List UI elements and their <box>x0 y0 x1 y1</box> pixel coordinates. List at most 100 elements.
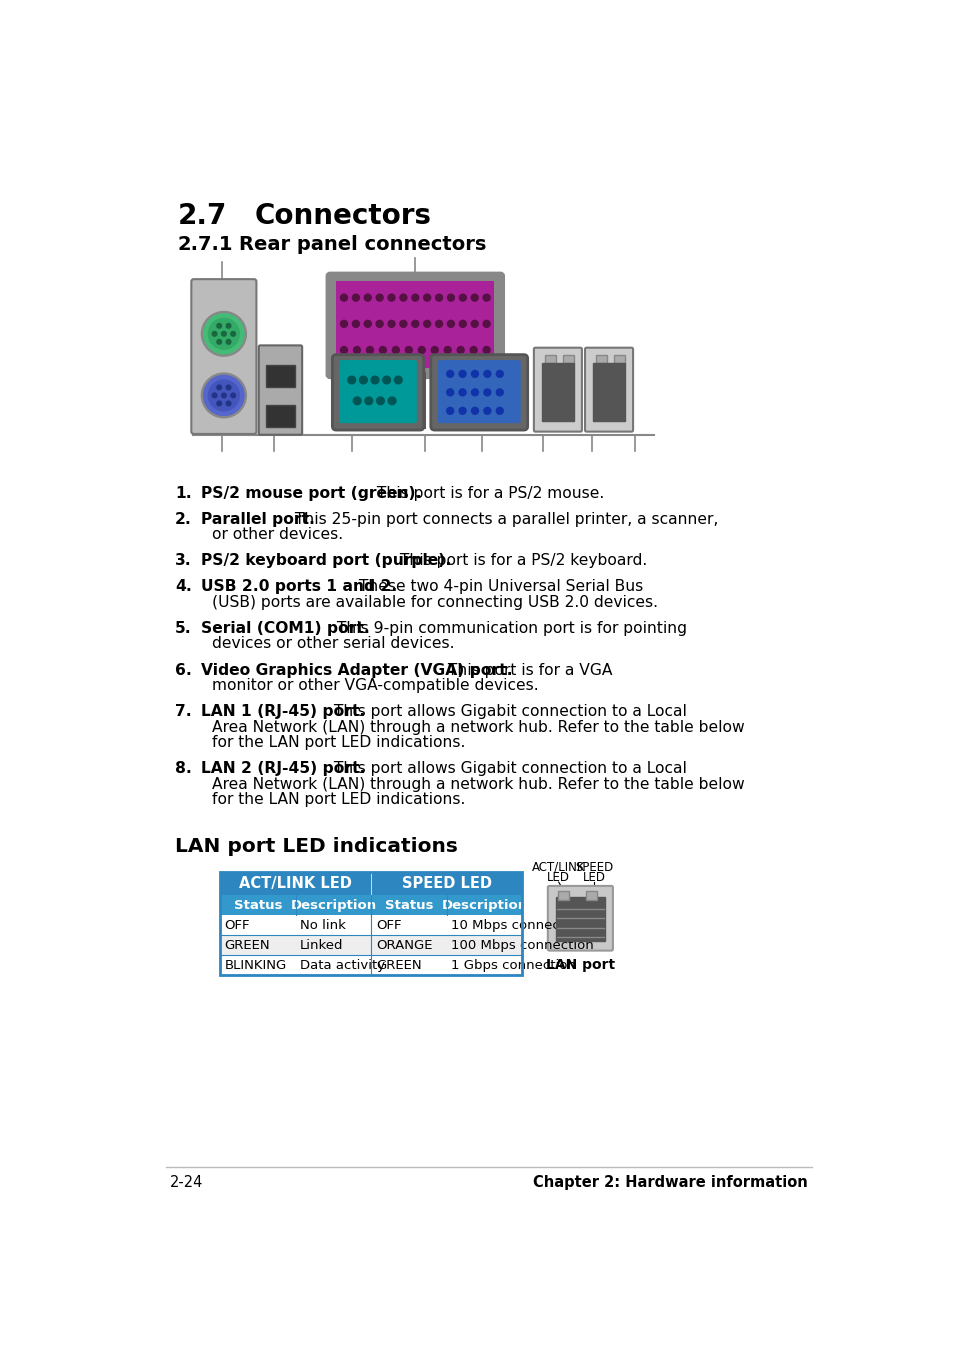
Circle shape <box>423 320 430 327</box>
Bar <box>614 355 624 363</box>
Circle shape <box>365 397 373 405</box>
Text: Linked: Linked <box>300 939 343 951</box>
Text: Rear panel connectors: Rear panel connectors <box>239 235 486 254</box>
Circle shape <box>471 320 477 327</box>
Circle shape <box>366 347 373 354</box>
Bar <box>266 365 294 386</box>
Text: for the LAN port LED indications.: for the LAN port LED indications. <box>212 735 465 750</box>
Circle shape <box>496 370 503 377</box>
Text: Area Network (LAN) through a network hub. Refer to the table below: Area Network (LAN) through a network hub… <box>212 777 744 792</box>
Text: Status: Status <box>384 898 433 912</box>
Text: This port is for a VGA: This port is for a VGA <box>442 662 612 678</box>
Bar <box>220 871 521 975</box>
Circle shape <box>496 389 503 396</box>
Text: LED: LED <box>547 870 570 884</box>
FancyBboxPatch shape <box>327 273 503 378</box>
Text: This 9-pin communication port is for pointing: This 9-pin communication port is for poi… <box>332 621 686 636</box>
Circle shape <box>204 376 244 416</box>
FancyBboxPatch shape <box>431 354 527 430</box>
Text: OFF: OFF <box>375 919 401 932</box>
Text: (USB) ports are available for connecting USB 2.0 devices.: (USB) ports are available for connecting… <box>212 594 658 609</box>
Text: ACT/LINK: ACT/LINK <box>532 861 585 874</box>
Circle shape <box>376 397 384 405</box>
Text: 4.: 4. <box>174 580 192 594</box>
FancyBboxPatch shape <box>339 359 416 423</box>
Text: These two 4-pin Universal Serial Bus: These two 4-pin Universal Serial Bus <box>354 580 642 594</box>
Circle shape <box>471 295 477 301</box>
Text: 8.: 8. <box>174 761 192 777</box>
FancyBboxPatch shape <box>332 354 423 430</box>
Text: 10 Mbps connection: 10 Mbps connection <box>451 919 585 932</box>
Circle shape <box>446 408 454 415</box>
Text: 7.: 7. <box>174 704 192 719</box>
Text: 100 Mbps connection: 100 Mbps connection <box>451 939 594 951</box>
Text: LAN port: LAN port <box>545 958 615 973</box>
Circle shape <box>471 389 478 396</box>
Bar <box>592 363 624 422</box>
Circle shape <box>226 339 231 345</box>
Text: SPEED: SPEED <box>575 861 613 874</box>
Circle shape <box>375 320 383 327</box>
Bar <box>220 935 521 955</box>
Bar <box>562 355 574 363</box>
FancyBboxPatch shape <box>437 359 520 423</box>
Circle shape <box>447 295 454 301</box>
Text: PS/2 keyboard port (purple).: PS/2 keyboard port (purple). <box>201 554 452 569</box>
Text: 2-24: 2-24 <box>170 1174 203 1190</box>
Circle shape <box>392 347 399 354</box>
Text: OFF: OFF <box>224 919 250 932</box>
Circle shape <box>412 295 418 301</box>
Circle shape <box>375 295 383 301</box>
Bar <box>220 955 521 975</box>
Circle shape <box>352 295 359 301</box>
Text: SPEED LED: SPEED LED <box>401 875 491 892</box>
Circle shape <box>221 331 226 336</box>
Circle shape <box>371 376 378 384</box>
Text: or other devices.: or other devices. <box>212 527 343 542</box>
Circle shape <box>221 393 226 397</box>
Bar <box>558 890 568 900</box>
Text: GREEN: GREEN <box>375 959 421 971</box>
Circle shape <box>208 319 239 349</box>
Text: PS/2 mouse port (green).: PS/2 mouse port (green). <box>201 485 421 500</box>
Circle shape <box>364 320 371 327</box>
Text: 3.: 3. <box>174 554 192 569</box>
Circle shape <box>379 347 386 354</box>
Circle shape <box>359 376 367 384</box>
Circle shape <box>201 373 246 417</box>
Circle shape <box>458 320 466 327</box>
Text: Chapter 2: Hardware information: Chapter 2: Hardware information <box>533 1174 807 1190</box>
Text: This port allows Gigabit connection to a Local: This port allows Gigabit connection to a… <box>329 761 686 777</box>
FancyBboxPatch shape <box>192 280 256 434</box>
Circle shape <box>204 313 244 354</box>
Bar <box>220 915 521 935</box>
Text: Description: Description <box>441 898 527 912</box>
Text: 2.7: 2.7 <box>177 203 227 230</box>
Text: ACT/LINK LED: ACT/LINK LED <box>239 875 352 892</box>
Text: This port allows Gigabit connection to a Local: This port allows Gigabit connection to a… <box>329 704 686 719</box>
Circle shape <box>482 295 490 301</box>
Text: 5.: 5. <box>174 621 192 636</box>
Circle shape <box>405 347 412 354</box>
Circle shape <box>201 312 246 357</box>
Circle shape <box>483 370 491 377</box>
Circle shape <box>458 370 466 377</box>
Text: 2.7.1: 2.7.1 <box>177 235 233 254</box>
Text: devices or other serial devices.: devices or other serial devices. <box>212 636 455 651</box>
Circle shape <box>216 385 221 389</box>
Bar <box>585 890 596 900</box>
Circle shape <box>399 320 407 327</box>
Bar <box>555 897 604 942</box>
Text: BLINKING: BLINKING <box>224 959 287 971</box>
Bar <box>544 355 555 363</box>
Bar <box>266 405 294 427</box>
Text: LAN 1 (RJ-45) port.: LAN 1 (RJ-45) port. <box>201 704 365 719</box>
Circle shape <box>340 320 347 327</box>
Circle shape <box>483 389 491 396</box>
FancyBboxPatch shape <box>258 346 302 435</box>
Circle shape <box>446 370 454 377</box>
Circle shape <box>444 347 451 354</box>
Circle shape <box>216 323 221 328</box>
Text: LAN 2 (RJ-45) port.: LAN 2 (RJ-45) port. <box>201 761 366 777</box>
Circle shape <box>446 389 454 396</box>
